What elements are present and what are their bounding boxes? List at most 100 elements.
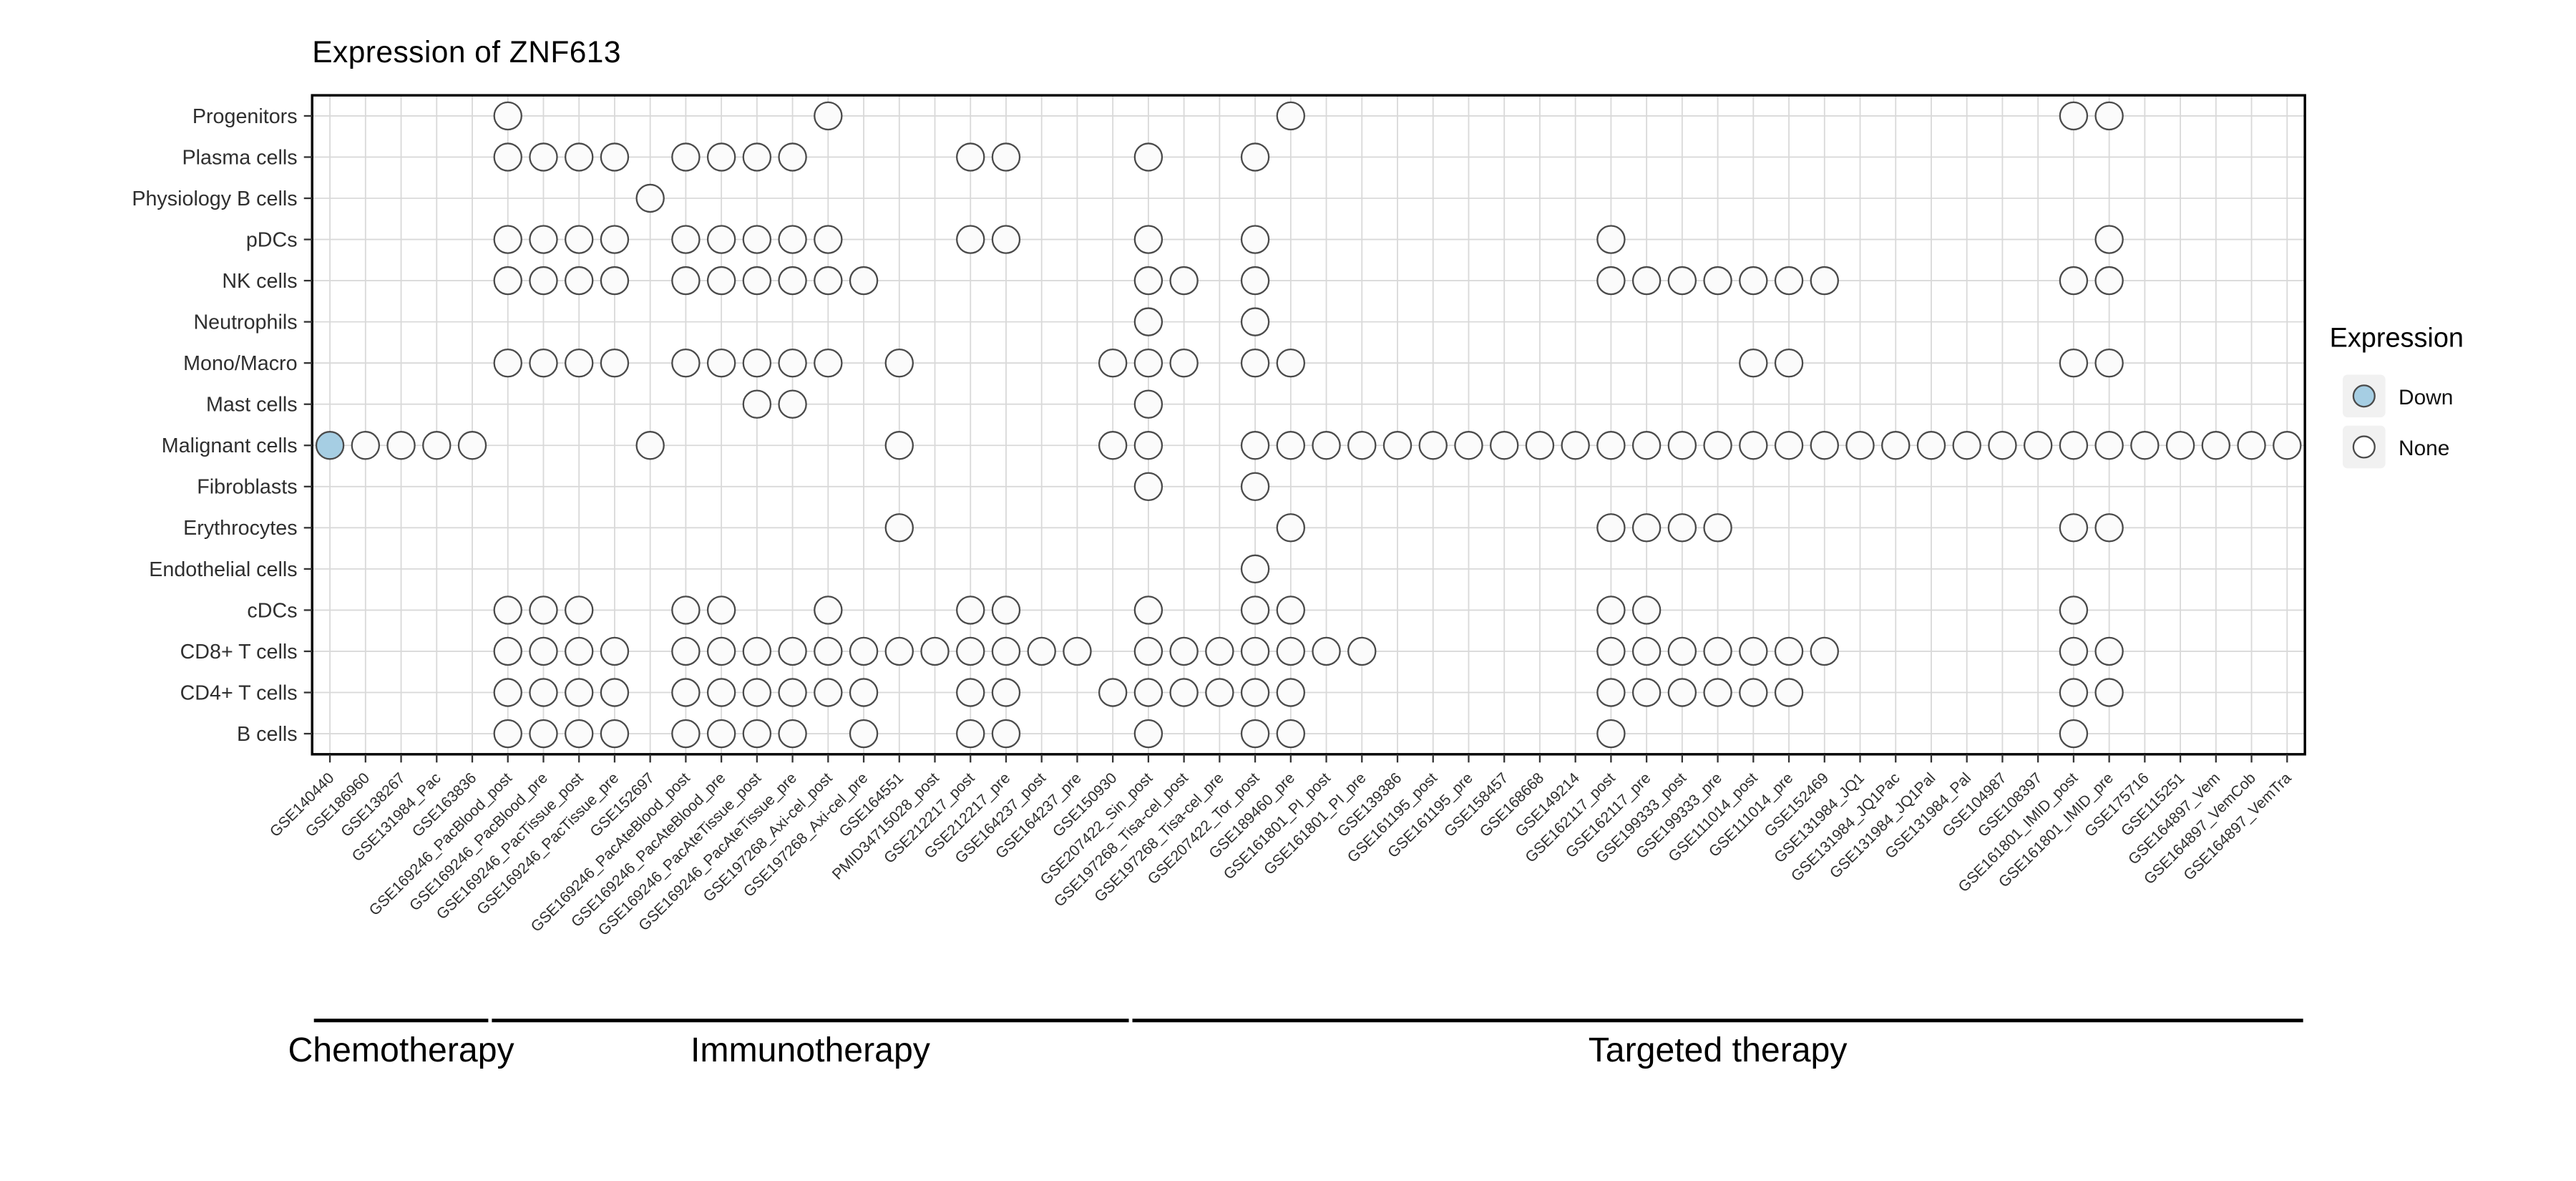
dot-none xyxy=(706,266,736,296)
dot-none xyxy=(742,719,772,749)
dot-none xyxy=(991,142,1021,172)
dot-none xyxy=(706,596,736,625)
dot-none xyxy=(1739,348,1768,378)
down-dot-icon xyxy=(2352,384,2376,408)
chart-title: Expression of ZNF613 xyxy=(312,34,621,69)
dot-none xyxy=(1276,719,1306,749)
dot-none xyxy=(1596,636,1626,666)
group-label: Immunotherapy xyxy=(691,1031,930,1069)
dot-none xyxy=(1631,431,1662,460)
dot-none xyxy=(1703,678,1732,707)
y-axis-label: Erythrocytes xyxy=(183,517,297,540)
dot-none xyxy=(351,431,381,460)
dot-none xyxy=(1810,636,1839,666)
dot-none xyxy=(706,678,736,707)
dot-none xyxy=(2273,431,2302,460)
dot-none xyxy=(529,266,558,296)
dot-none xyxy=(600,678,630,707)
dot-none xyxy=(1133,225,1163,254)
dot-none xyxy=(1561,431,1590,460)
dot-none xyxy=(1276,348,1306,378)
dot-none xyxy=(849,678,879,707)
dot-none xyxy=(564,142,594,172)
dot-none xyxy=(814,348,843,378)
dot-none xyxy=(2094,348,2124,378)
dot-none xyxy=(600,636,630,666)
dot-none xyxy=(564,636,594,666)
dot-none xyxy=(2094,636,2124,666)
dot-none xyxy=(2201,431,2231,460)
dot-none xyxy=(1596,513,1626,543)
dot-none xyxy=(2094,431,2124,460)
dot-none xyxy=(742,266,772,296)
dot-none xyxy=(1667,431,1697,460)
dot-none xyxy=(1596,431,1626,460)
dot-none xyxy=(1098,431,1128,460)
dot-none xyxy=(742,389,772,419)
dot-none xyxy=(1240,554,1270,584)
dot-none xyxy=(493,101,522,131)
dot-none xyxy=(1133,678,1163,707)
dot-none xyxy=(2059,431,2089,460)
dot-none xyxy=(1240,472,1270,502)
dot-none xyxy=(671,596,701,625)
dot-none xyxy=(1169,678,1199,707)
dot-none xyxy=(1952,431,1981,460)
dot-none xyxy=(1988,431,2017,460)
dot-none xyxy=(1063,636,1092,666)
dot-none xyxy=(1667,266,1697,296)
y-axis-label: NK cells xyxy=(222,270,297,293)
dot-none xyxy=(2059,596,2089,625)
dot-none xyxy=(529,678,558,707)
dot-none xyxy=(814,596,843,625)
dot-none xyxy=(706,142,736,172)
dot-none xyxy=(778,678,807,707)
dot-none xyxy=(529,348,558,378)
group-label: Chemotherapy xyxy=(288,1031,514,1069)
dot-none xyxy=(2059,266,2089,296)
dot-none xyxy=(956,636,985,666)
dot-none xyxy=(2237,431,2266,460)
y-axis-label: Progenitors xyxy=(192,105,298,128)
dot-none xyxy=(1631,266,1662,296)
dot-none xyxy=(1240,348,1270,378)
dot-none xyxy=(884,513,914,543)
y-axis-label: Neutrophils xyxy=(193,311,297,334)
dot-none xyxy=(2130,431,2160,460)
y-axis-label: cDCs xyxy=(247,599,297,622)
dot-none xyxy=(564,348,594,378)
group-label: Targeted therapy xyxy=(1589,1031,1848,1069)
dot-none xyxy=(1454,431,1483,460)
dot-none xyxy=(600,142,630,172)
dot-none xyxy=(671,348,701,378)
dot-none xyxy=(1739,678,1768,707)
dot-none xyxy=(1703,431,1732,460)
dot-none xyxy=(2059,719,2089,749)
dot-none xyxy=(956,225,985,254)
dot-none xyxy=(2094,101,2124,131)
dot-none xyxy=(1667,678,1697,707)
dot-none xyxy=(1133,719,1163,749)
dot-none xyxy=(529,719,558,749)
dot-none xyxy=(600,348,630,378)
dot-none xyxy=(884,636,914,666)
dot-none xyxy=(1774,636,1804,666)
dot-none xyxy=(529,596,558,625)
dot-none xyxy=(1631,513,1662,543)
dot-none xyxy=(1774,431,1804,460)
dot-none xyxy=(1240,431,1270,460)
legend-key-down xyxy=(2342,374,2386,418)
dot-none xyxy=(1739,431,1768,460)
y-axis-label: Physiology B cells xyxy=(132,188,297,210)
dot-none xyxy=(2059,513,2089,543)
dot-none xyxy=(778,348,807,378)
dot-none xyxy=(529,636,558,666)
dot-none xyxy=(956,142,985,172)
dot-none xyxy=(742,348,772,378)
dot-none xyxy=(1703,513,1732,543)
dot-none xyxy=(2094,225,2124,254)
dot-none xyxy=(1631,636,1662,666)
dot-none xyxy=(706,225,736,254)
